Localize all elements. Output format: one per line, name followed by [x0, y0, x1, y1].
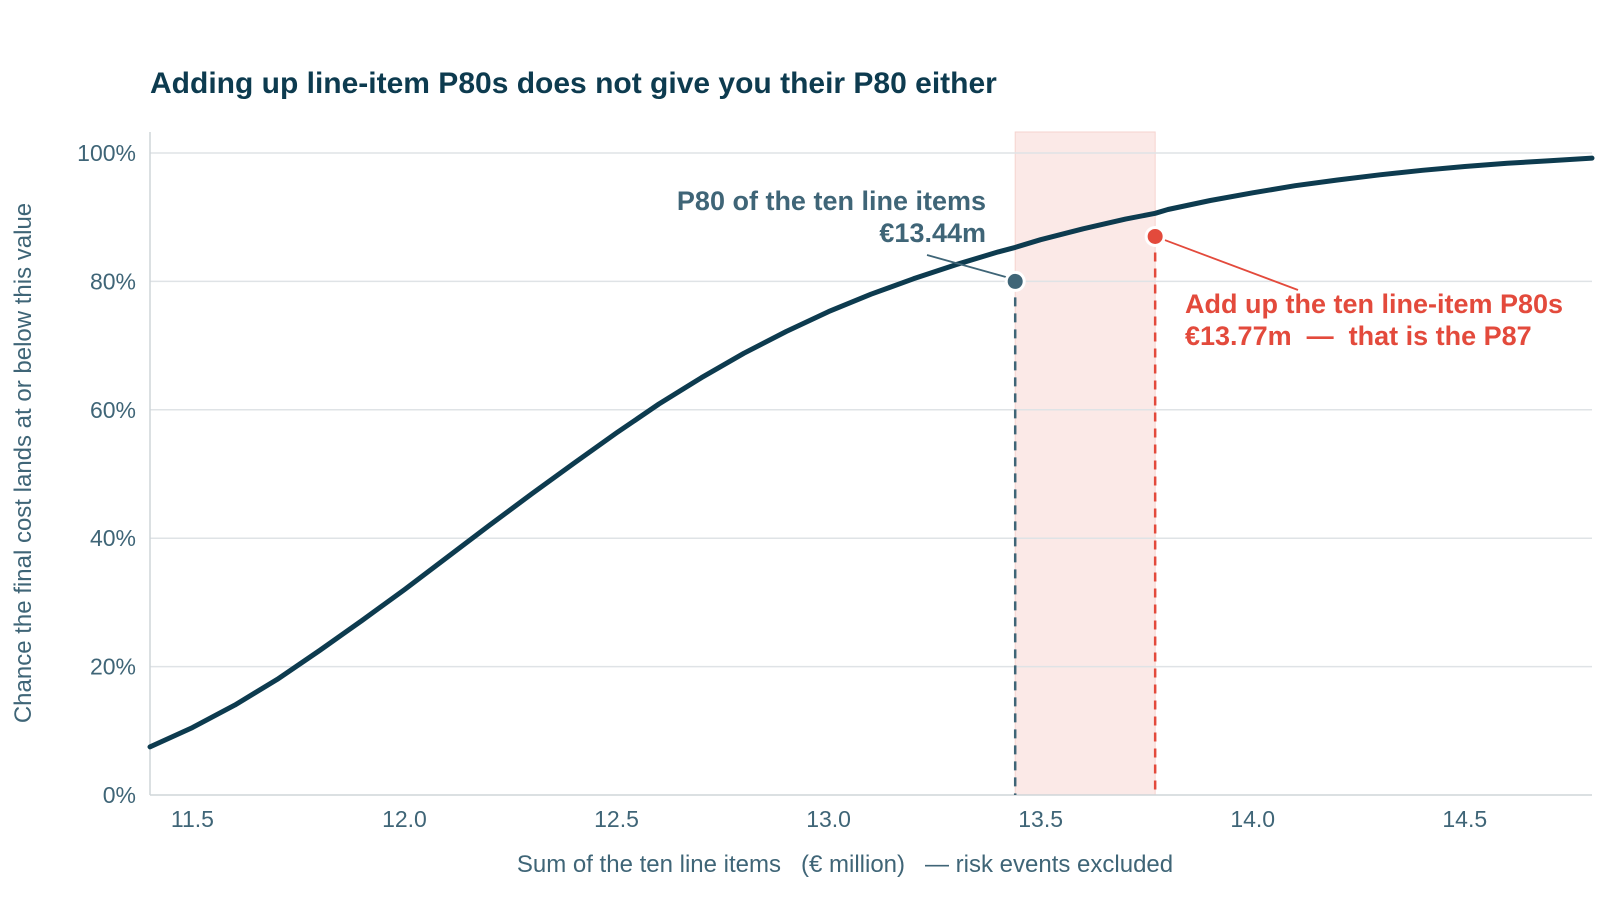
marker-points — [1004, 225, 1166, 292]
p87-leader-line — [1162, 238, 1299, 291]
y-tick-label: 60% — [90, 397, 136, 423]
p80-leader-line — [926, 254, 1008, 279]
x-tick-label: 14.5 — [1442, 806, 1487, 832]
drop-lines — [1013, 236, 1157, 795]
x-tick-labels: 11.5 12.0 12.5 13.0 13.5 14.0 14.5 — [171, 806, 1487, 832]
p87-annotation-line2: €13.77m — that is the P87 — [1185, 321, 1532, 351]
x-tick-label: 13.0 — [806, 806, 851, 832]
y-tick-label: 100% — [77, 140, 136, 166]
p87-annotation-line1: Add up the ten line-item P80s — [1185, 289, 1563, 319]
cdf-curve — [147, 155, 1595, 750]
y-tick-label: 20% — [90, 654, 136, 680]
p80-annotation-line1: P80 of the ten line items — [677, 186, 986, 216]
y-tick-label: 80% — [90, 268, 136, 294]
x-tick-label: 12.0 — [382, 806, 427, 832]
axes — [149, 132, 1592, 796]
y-tick-labels: 0% 20% 40% 60% 80% 100% — [77, 140, 136, 808]
y-tick-label: 40% — [90, 525, 136, 551]
x-tick-label: 13.5 — [1018, 806, 1063, 832]
x-tick-label: 11.5 — [171, 806, 214, 832]
highlight-band — [1014, 131, 1156, 796]
p80-annotation-line2: €13.44m — [879, 218, 986, 248]
p80-marker — [1004, 270, 1026, 292]
y-axis-label: Chance the final cost lands at or below … — [10, 203, 37, 723]
x-tick-label: 12.5 — [594, 806, 639, 832]
highlight-band-group — [1014, 131, 1156, 796]
gridlines — [150, 152, 1592, 668]
series-lines — [147, 155, 1595, 750]
x-axis-label: Sum of the ten line items (€ million) — … — [517, 851, 1173, 878]
y-tick-label: 0% — [103, 782, 136, 808]
x-tick-label: 14.0 — [1230, 806, 1275, 832]
chart-title: Adding up line-item P80s does not give y… — [150, 67, 997, 100]
p87-marker — [1144, 225, 1166, 247]
annotation-leaders — [926, 238, 1299, 291]
